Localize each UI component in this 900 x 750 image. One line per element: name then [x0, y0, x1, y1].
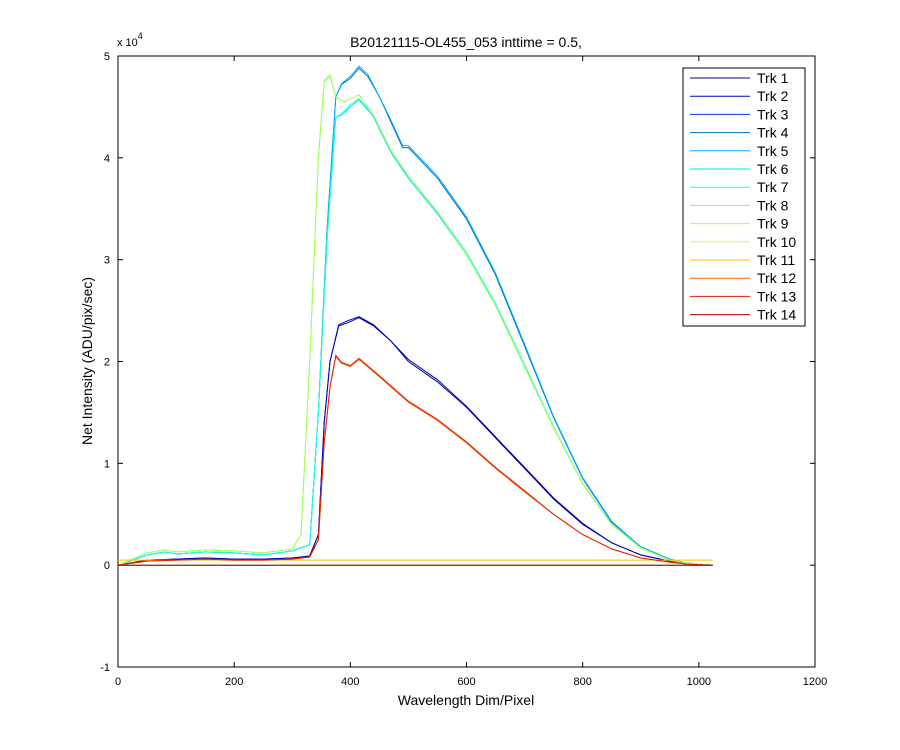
x-tick-label: 1200	[803, 676, 827, 688]
y-tick-label: 0	[104, 560, 110, 572]
legend: Trk 1 Trk 2 Trk 3 Trk 4 Trk 5 Trk 6 Trk 7 Trk 8…	[682, 67, 806, 327]
legend-label-trk-6: Trk 6	[757, 161, 789, 177]
legend-label-trk-8: Trk 8	[757, 197, 789, 213]
legend-label-trk-4: Trk 4	[757, 125, 789, 141]
y-multiplier-base: x 10	[117, 37, 138, 49]
legend-label-trk-2: Trk 2	[757, 88, 789, 104]
x-tick-label: 1000	[687, 676, 711, 688]
x-tick-label: 200	[225, 676, 243, 688]
y-multiplier: x 104	[117, 31, 143, 49]
legend-label-trk-3: Trk 3	[757, 106, 789, 122]
legend-label-trk-13: Trk 13	[757, 288, 796, 304]
y-axis-label: Net Intensity (ADU/pix/sec)	[79, 277, 95, 445]
x-tick-label: 0	[115, 676, 121, 688]
y-tick-label: 3	[104, 255, 110, 267]
legend-label-trk-1: Trk 1	[757, 70, 789, 86]
x-tick-label: 600	[457, 676, 475, 688]
x-tick-label: 800	[573, 676, 591, 688]
series-line-trk-9	[117, 73, 713, 566]
legend-label-trk-14: Trk 14	[757, 307, 796, 323]
y-tick-label: 4	[104, 153, 110, 165]
legend-label-trk-12: Trk 12	[757, 270, 796, 286]
y-tick-label: -1	[100, 662, 110, 674]
legend-label-trk-11: Trk 11	[757, 252, 795, 268]
legend-label-trk-5: Trk 5	[757, 143, 789, 159]
y-tick-label: 5	[104, 51, 110, 63]
legend-label-trk-10: Trk 10	[757, 234, 796, 250]
y-tick-label: 2	[104, 357, 110, 369]
series-line-trk-2	[117, 316, 713, 566]
x-tick-label: 400	[341, 676, 359, 688]
legend-box	[682, 67, 806, 327]
x-axis-label: Wavelength Dim/Pixel	[398, 692, 534, 708]
y-tick-label: 1	[104, 458, 110, 470]
legend-label-trk-9: Trk 9	[757, 216, 789, 232]
series-lines	[117, 65, 713, 566]
chart-title: B20121115-OL455_053 inttime = 0.5,	[350, 34, 582, 50]
axis-ticks: 0 200 400 600 800 1000 1200 -1 0 1 2 3 4 5	[100, 51, 827, 688]
legend-label-trk-7: Trk 7	[757, 179, 789, 195]
series-line-trk-13	[117, 354, 713, 566]
y-multiplier-exponent: 4	[138, 31, 143, 41]
